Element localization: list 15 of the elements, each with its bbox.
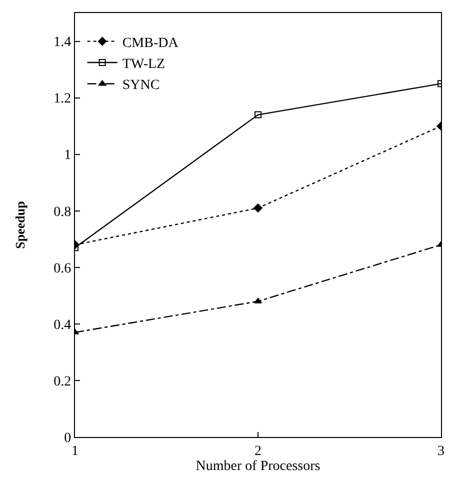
y-tick-label: 0.8 bbox=[54, 204, 72, 220]
y-tick-label: 1.4 bbox=[54, 35, 72, 50]
x-axis-title: Number of Processors bbox=[196, 459, 320, 474]
y-tick-label: 0.4 bbox=[54, 318, 72, 333]
x-tick-label: 2 bbox=[254, 444, 262, 459]
y-tick-label: 1.2 bbox=[54, 92, 72, 107]
y-tick-label: 0.6 bbox=[54, 261, 72, 276]
y-tick-label: 1 bbox=[64, 148, 72, 164]
y-tick-label: 0 bbox=[64, 430, 72, 446]
y-axis-title: Speedup bbox=[12, 201, 28, 249]
legend-label: TW-LZ bbox=[122, 56, 166, 72]
y-tick-label: 0.2 bbox=[54, 374, 72, 390]
legend-label: SYNC bbox=[122, 78, 160, 94]
legend-label: CMB-DA bbox=[122, 36, 180, 51]
x-tick-label: 3 bbox=[438, 444, 444, 459]
